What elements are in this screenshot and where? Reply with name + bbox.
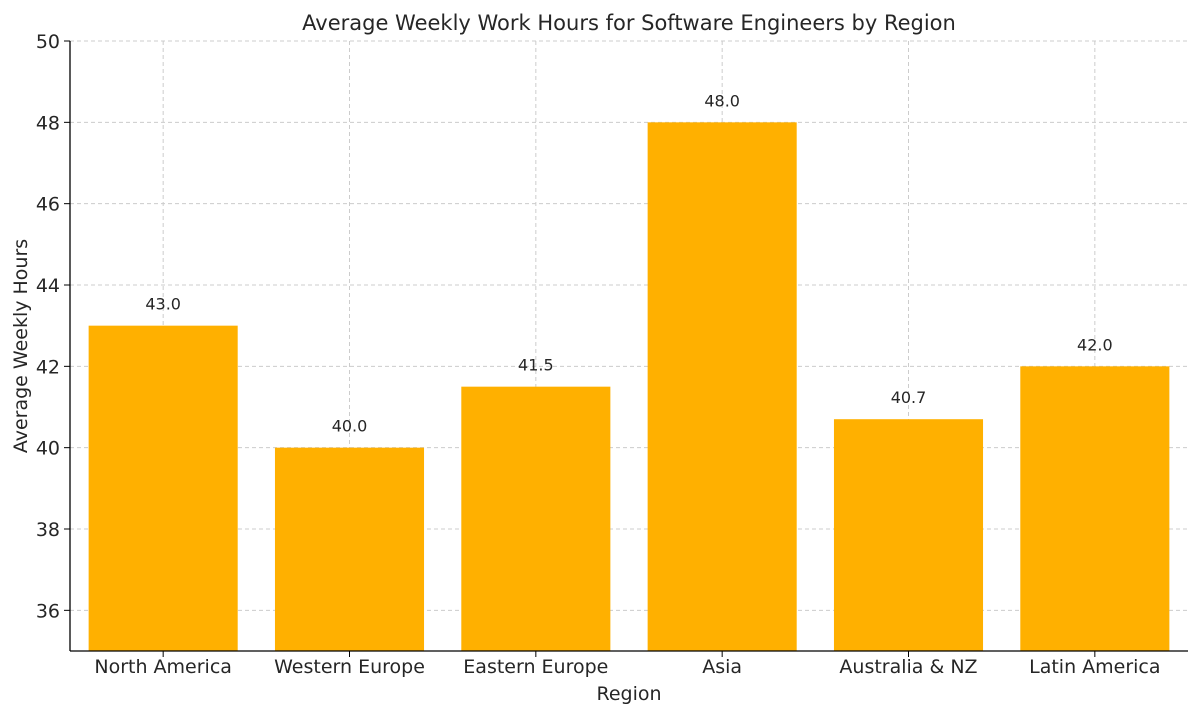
y-tick-label: 50 [36, 31, 60, 53]
bar [88, 325, 238, 651]
bar [461, 386, 611, 651]
data-label: 43.0 [145, 295, 181, 314]
x-tick-label: Eastern Europe [463, 656, 608, 678]
y-tick-label: 48 [36, 112, 60, 134]
data-label: 41.5 [518, 356, 554, 375]
x-tick-label: Australia & NZ [839, 656, 977, 678]
data-label: 42.0 [1077, 335, 1113, 354]
y-tick-label: 40 [36, 438, 60, 460]
y-axis-label: Average Weekly Hours [10, 239, 32, 453]
y-tick-label: 36 [36, 600, 60, 622]
x-tick-label: Asia [702, 656, 742, 678]
bar [274, 447, 425, 651]
data-label: 48.0 [704, 91, 740, 110]
labels-layer: 43.0 40.0 41.5 48.0 40.7 42.0 36 38 40 42 44 46 48 50… [36, 31, 1161, 678]
bar [833, 419, 984, 651]
y-tick-label: 38 [36, 519, 60, 541]
axes-layer [64, 40, 1188, 657]
bars-layer [88, 122, 1170, 652]
y-tick-label: 46 [36, 194, 60, 216]
x-tick-label: Western Europe [274, 656, 425, 678]
bar [647, 122, 797, 652]
y-tick-label: 42 [36, 356, 60, 378]
data-label: 40.0 [332, 417, 368, 436]
y-tick-label: 44 [36, 275, 60, 297]
bar [1020, 366, 1170, 651]
data-label: 40.7 [891, 388, 927, 407]
x-axis-label: Region [596, 683, 661, 705]
x-tick-label: Latin America [1029, 656, 1160, 678]
chart-title: Average Weekly Work Hours for Software E… [302, 11, 956, 35]
x-tick-label: North America [94, 656, 232, 678]
